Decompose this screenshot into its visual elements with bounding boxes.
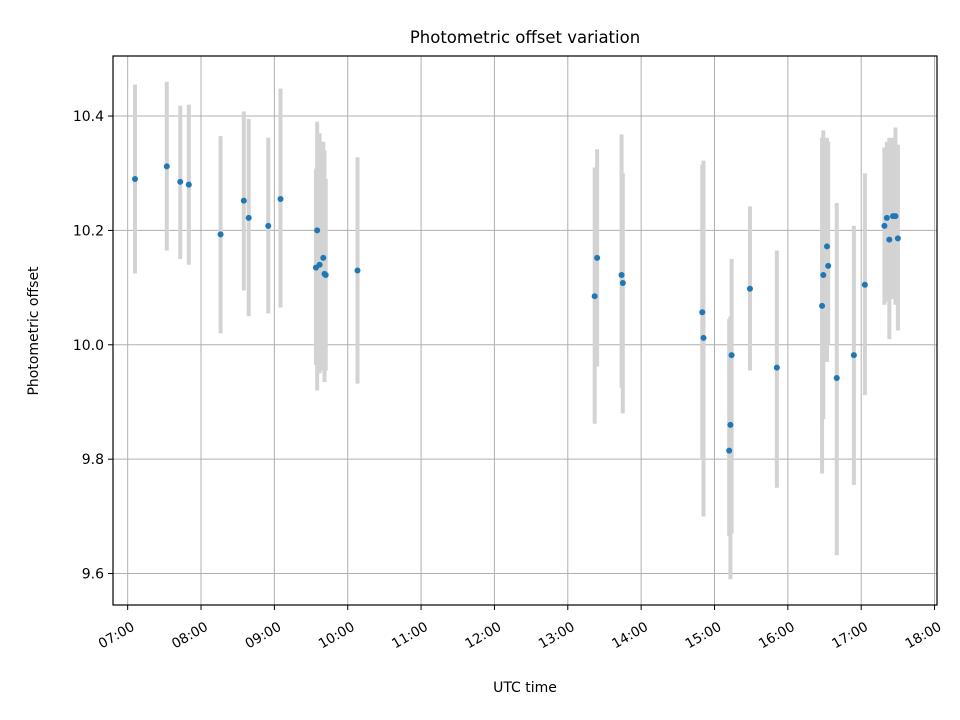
y-tick-label: 10.4 [73,109,104,125]
data-point [886,236,893,243]
data-point [322,272,329,279]
y-axis-label: Photometric offset [26,266,42,396]
data-point [277,195,284,202]
data-point [619,280,626,287]
data-point [240,197,247,204]
data-point [823,243,830,250]
data-point [354,267,361,274]
x-axis-label: UTC time [493,680,557,696]
y-tick-label: 9.6 [82,567,104,583]
data-point [727,421,734,428]
data-point [894,235,901,242]
grid-lines [113,56,937,605]
data-point [618,272,625,279]
data-point [892,213,899,220]
data-point [833,374,840,381]
data-point [819,302,826,309]
data-point [217,231,224,238]
y-tick-label: 9.8 [82,452,104,468]
data-point [861,281,868,288]
data-point [320,254,327,261]
y-tick-label: 10.2 [73,223,104,239]
data-point [825,262,832,269]
plot-frame [112,55,938,606]
data-point [265,222,272,229]
data-point [316,261,323,268]
chart-title: Photometric offset variation [410,28,640,47]
data-point [746,285,753,292]
data-point [728,352,735,359]
data-point [163,163,170,170]
y-tick-label: 10.0 [73,338,104,354]
data-point [820,272,827,279]
y-axis-ticks: 9.6 9.8 10.0 10.2 10.4 [73,109,113,583]
data-point [726,447,733,454]
data-point [773,364,780,371]
data-point [591,293,598,300]
data-point [700,334,707,341]
data-point [881,222,888,229]
data-point [245,214,252,221]
data-point [594,254,601,261]
data-point [699,309,706,316]
data-point [314,227,321,234]
data-point [177,178,184,185]
data-point [850,352,857,359]
data-point [132,175,139,182]
data-points [132,163,901,454]
data-point [883,214,890,221]
data-point [185,181,192,188]
